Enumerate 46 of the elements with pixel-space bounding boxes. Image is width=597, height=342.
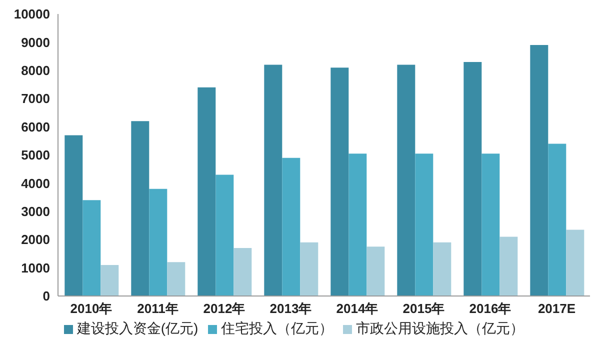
bar [530,45,548,296]
legend-label: 住宅投入（亿元） [221,320,334,336]
bar [366,246,385,296]
legend-label: 建设投入资金(亿元) [76,320,198,336]
bar [216,174,234,296]
y-tick-label: 3000 [21,204,50,220]
bar [82,200,101,296]
x-tick-label: 2016年 [469,301,512,316]
bar [282,158,300,296]
bar [500,236,518,296]
y-tick-label: 5000 [21,148,50,163]
bar [300,242,318,296]
bar [264,64,282,296]
y-tick-label: 8000 [21,63,50,78]
bar [64,135,83,296]
bar [415,154,434,296]
bar [100,264,119,296]
bar [566,230,584,296]
bar [167,262,186,296]
y-tick-label: 9000 [21,34,50,50]
bar [149,188,168,296]
x-tick-label: 2015年 [402,301,445,316]
y-tick-label: 6000 [21,119,50,134]
legend-label: 市政公用设施投入（亿元） [356,320,524,336]
bar [234,248,252,296]
y-tick-label: 1000 [21,260,50,276]
x-tick-label: 2012年 [203,301,246,316]
y-tick-label: 2000 [21,232,50,248]
x-tick-label: 2014年 [336,301,378,316]
bar [464,62,482,296]
bar [433,242,452,296]
bar [131,121,150,296]
x-tick-label: 2013年 [270,301,312,316]
y-tick-label: 4000 [21,176,50,191]
bar [198,87,216,296]
x-tick-label: 2010年 [70,301,112,316]
y-tick-label: 0 [42,288,50,304]
bar [348,154,367,296]
y-tick-label: 10000 [14,6,50,22]
bar [330,68,349,296]
x-tick-label: 2017E [538,301,576,316]
bar [548,144,566,296]
bar [397,64,416,296]
y-tick-label: 7000 [21,91,50,106]
bar [482,154,500,296]
x-tick-label: 2011年 [137,301,178,316]
